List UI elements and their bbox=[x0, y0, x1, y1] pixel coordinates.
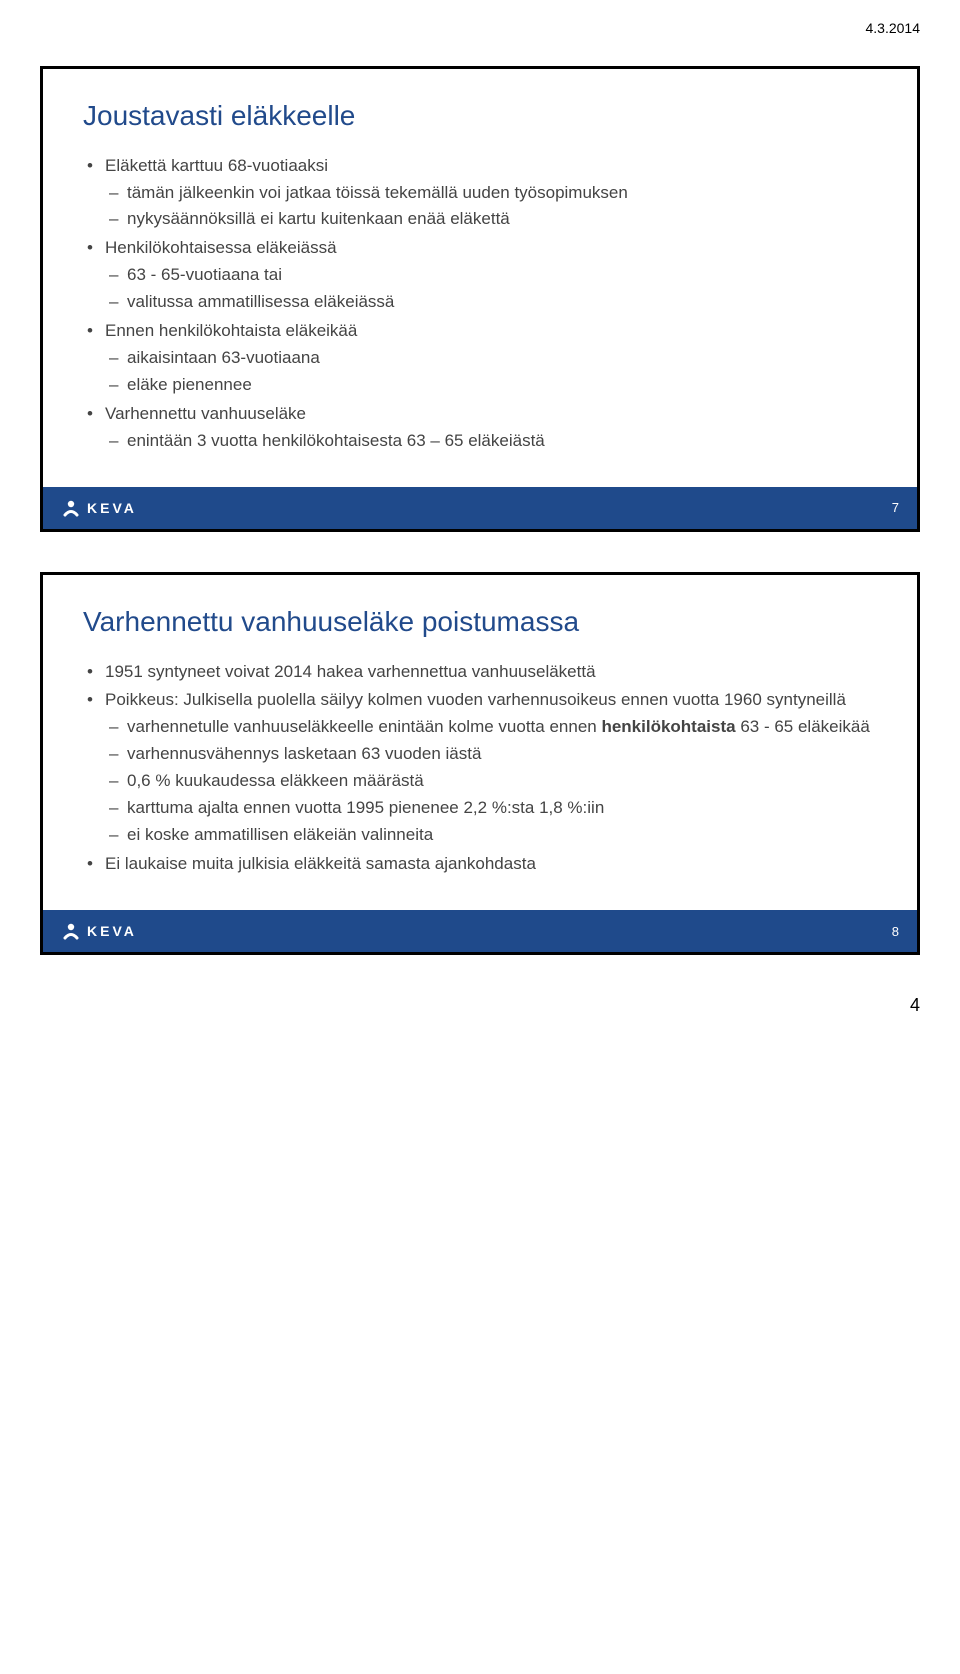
brand-name: KEVA bbox=[87, 500, 137, 516]
slide-1-list: Eläkettä karttuu 68-vuotiaaksi tämän jäl… bbox=[83, 155, 877, 453]
bullet-text: Ennen henkilökohtaista eläkeikää bbox=[105, 321, 357, 340]
brand-logo: KEVA bbox=[61, 921, 137, 941]
slide-number: 8 bbox=[892, 924, 899, 939]
bullet-text: 1951 syntyneet voivat 2014 hakea varhenn… bbox=[105, 662, 596, 681]
sub-text: varhennusvähennys lasketaan 63 vuoden iä… bbox=[127, 744, 481, 763]
sub-item: aikaisintaan 63-vuotiaana bbox=[105, 347, 877, 370]
brand-logo: KEVA bbox=[61, 498, 137, 518]
list-item: Ei laukaise muita julkisia eläkkeitä sam… bbox=[83, 853, 877, 876]
brand-name: KEVA bbox=[87, 923, 137, 939]
bullet-text: Poikkeus: Julkisella puolella säilyy kol… bbox=[105, 690, 846, 709]
sub-item: 0,6 % kuukaudessa eläkkeen määrästä bbox=[105, 770, 877, 793]
sub-text: 63 - 65-vuotiaana tai bbox=[127, 265, 282, 284]
page-number: 4 bbox=[0, 995, 960, 1026]
keva-logo-icon bbox=[61, 921, 81, 941]
bullet-text: Eläkettä karttuu 68-vuotiaaksi bbox=[105, 156, 328, 175]
sub-item: varhennetulle vanhuuseläkkeelle enintään… bbox=[105, 716, 877, 739]
slide-footer: KEVA 8 bbox=[43, 910, 917, 952]
list-item: Henkilökohtaisessa eläkeiässä 63 - 65-vu… bbox=[83, 237, 877, 314]
sub-text: eläke pienennee bbox=[127, 375, 252, 394]
bullet-text: Varhennettu vanhuuseläke bbox=[105, 404, 306, 423]
slide-2-title: Varhennettu vanhuuseläke poistumassa bbox=[83, 605, 877, 639]
bullet-text: Henkilökohtaisessa eläkeiässä bbox=[105, 238, 337, 257]
sub-item: 63 - 65-vuotiaana tai bbox=[105, 264, 877, 287]
sub-item: varhennusvähennys lasketaan 63 vuoden iä… bbox=[105, 743, 877, 766]
list-item: Poikkeus: Julkisella puolella säilyy kol… bbox=[83, 689, 877, 847]
slide-number: 7 bbox=[892, 500, 899, 515]
sub-text: karttuma ajalta ennen vuotta 1995 pienen… bbox=[127, 798, 604, 817]
keva-logo-icon bbox=[61, 498, 81, 518]
sub-text-pre: varhennetulle vanhuuseläkkeelle enintään… bbox=[127, 717, 601, 736]
sub-item: enintään 3 vuotta henkilökohtaisesta 63 … bbox=[105, 430, 877, 453]
sub-item: valitussa ammatillisessa eläkeiässä bbox=[105, 291, 877, 314]
sub-item: tämän jälkeenkin voi jatkaa töissä tekem… bbox=[105, 182, 877, 205]
list-item: Varhennettu vanhuuseläke enintään 3 vuot… bbox=[83, 403, 877, 453]
sub-text: nykysäännöksillä ei kartu kuitenkaan enä… bbox=[127, 209, 510, 228]
sub-text: enintään 3 vuotta henkilökohtaisesta 63 … bbox=[127, 431, 545, 450]
list-item: Ennen henkilökohtaista eläkeikää aikaisi… bbox=[83, 320, 877, 397]
list-item: Eläkettä karttuu 68-vuotiaaksi tämän jäl… bbox=[83, 155, 877, 232]
sub-item: eläke pienennee bbox=[105, 374, 877, 397]
list-item: 1951 syntyneet voivat 2014 hakea varhenn… bbox=[83, 661, 877, 684]
sub-item: karttuma ajalta ennen vuotta 1995 pienen… bbox=[105, 797, 877, 820]
sub-text-bold: henkilökohtaista bbox=[601, 717, 735, 736]
slide-2-list: 1951 syntyneet voivat 2014 hakea varhenn… bbox=[83, 661, 877, 877]
document-date: 4.3.2014 bbox=[0, 20, 960, 46]
slide-footer: KEVA 7 bbox=[43, 487, 917, 529]
sub-item: ei koske ammatillisen eläkeiän valinneit… bbox=[105, 824, 877, 847]
sub-text: valitussa ammatillisessa eläkeiässä bbox=[127, 292, 394, 311]
sub-text: aikaisintaan 63-vuotiaana bbox=[127, 348, 320, 367]
bullet-text: Ei laukaise muita julkisia eläkkeitä sam… bbox=[105, 854, 536, 873]
sub-text: ei koske ammatillisen eläkeiän valinneit… bbox=[127, 825, 433, 844]
slide-1: Joustavasti eläkkeelle Eläkettä karttuu … bbox=[40, 66, 920, 532]
slide-2: Varhennettu vanhuuseläke poistumassa 195… bbox=[40, 572, 920, 955]
sub-text: 0,6 % kuukaudessa eläkkeen määrästä bbox=[127, 771, 424, 790]
sub-text-post: 63 - 65 eläkeikää bbox=[736, 717, 870, 736]
sub-item: nykysäännöksillä ei kartu kuitenkaan enä… bbox=[105, 208, 877, 231]
sub-text: tämän jälkeenkin voi jatkaa töissä tekem… bbox=[127, 183, 628, 202]
slide-1-title: Joustavasti eläkkeelle bbox=[83, 99, 877, 133]
